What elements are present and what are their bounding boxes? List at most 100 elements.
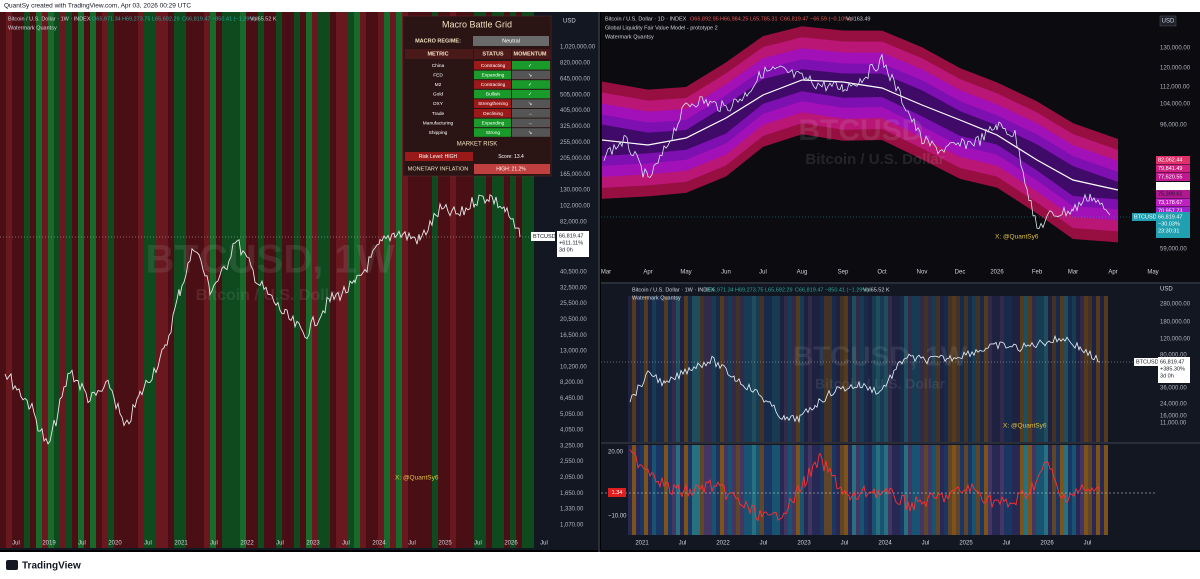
price-axis-label: 130,000.00	[1160, 46, 1191, 52]
regime-stripe	[836, 296, 840, 442]
regime-stripe	[192, 12, 198, 548]
regime-stripe	[716, 296, 720, 442]
regime-stripe	[648, 296, 652, 442]
table-header: STATUS	[482, 51, 504, 57]
regime-stripe	[664, 296, 668, 442]
regime-stripe	[752, 445, 756, 535]
regime-stripe	[168, 12, 174, 548]
table-header: MOMENTUM	[514, 51, 547, 57]
regime-stripe	[644, 296, 648, 442]
regime-stripe	[282, 12, 288, 548]
band-tag-bg	[1156, 156, 1190, 164]
momentum-cell	[512, 99, 550, 108]
momentum: ✓	[528, 92, 532, 98]
regime-stripe	[1008, 445, 1012, 535]
content: Bitcoin / U.S. Dollar · 1W · INDEX O65,97…	[4, 15, 1191, 547]
regime-stripe	[0, 12, 6, 548]
regime-stripe	[868, 296, 872, 442]
footer-brand: TradingView	[22, 561, 81, 572]
price-line	[4, 194, 521, 445]
regime-stripe	[162, 12, 168, 548]
regime-stripe	[848, 296, 852, 442]
regime-stripe	[884, 445, 888, 535]
regime-stripe	[880, 296, 884, 442]
ohlc-value: C66,819.47	[182, 16, 210, 22]
regime-stripe	[672, 445, 676, 535]
regime-stripe	[54, 12, 60, 548]
regime-stripe	[660, 296, 664, 442]
metric: China	[432, 63, 445, 69]
regime-stripe	[150, 12, 156, 548]
regime-stripe	[972, 445, 976, 535]
status-cell	[474, 89, 511, 99]
time-axis-label: Jul	[540, 541, 548, 547]
regime-stripe	[1000, 445, 1004, 535]
regime-stripe	[924, 296, 928, 442]
time-axis-label: 2021	[635, 541, 649, 547]
price-axis-label: 96,000.00	[1160, 123, 1187, 129]
regime-stripe	[450, 12, 456, 548]
price-tag-bg	[531, 232, 555, 241]
regime-stripe	[856, 445, 860, 535]
regime-stripe	[120, 12, 126, 548]
regime-stripe	[1036, 445, 1040, 535]
time-axis-label: Nov	[917, 270, 928, 276]
regime-stripe	[736, 445, 740, 535]
regime-stripe	[768, 445, 772, 535]
regime-stripe	[992, 296, 996, 442]
time-axis-label: May	[1147, 270, 1158, 276]
regime-stripe	[210, 12, 216, 548]
header-text: QuantSy created with TradingView.com, Ap…	[4, 3, 191, 10]
regime-stripe	[984, 445, 988, 535]
watermark-label: Watermark Quantsy	[8, 25, 57, 31]
regime-stripe	[640, 296, 644, 442]
regime-stripe	[792, 296, 796, 442]
momentum-cell	[512, 70, 550, 80]
regime-stripe	[920, 296, 924, 442]
monetary-cell	[474, 164, 550, 174]
price-tag-text: −30.03%	[1158, 221, 1180, 227]
regime-stripe	[808, 296, 812, 442]
regime-stripe	[1052, 296, 1056, 442]
price-axis-label: 112,000.00	[1160, 85, 1190, 91]
regime-stripe	[928, 296, 932, 442]
regime-stripe	[522, 12, 528, 548]
price-axis-label: 1,330.00	[560, 507, 584, 513]
table-header: METRIC	[427, 51, 448, 57]
credit: X: @QuantSy6	[395, 475, 439, 482]
ohlc-value: L65,692.29	[152, 16, 180, 22]
price-tag-text: 23:30:31	[1158, 228, 1179, 234]
status: Declining	[483, 111, 503, 117]
ohlc-value: O66,892.95	[690, 16, 719, 22]
band-tag-bg	[1156, 198, 1190, 207]
regime-stripe	[756, 445, 760, 535]
regime-stripe	[144, 12, 150, 548]
regime-stripe	[804, 445, 808, 535]
regime-stripe	[1072, 296, 1076, 442]
regime-stripe	[952, 296, 956, 442]
price-axis-label: 11,000.00	[1160, 421, 1187, 427]
regime-stripe	[780, 296, 784, 442]
top-right-panel	[601, 12, 1200, 284]
legend: Bitcoin / U.S. Dollar · 1D · INDEX	[605, 16, 687, 22]
regime-stripe	[492, 12, 498, 548]
regime-stripe	[808, 445, 812, 535]
fair-value-band	[602, 48, 1118, 221]
regime-stripe	[932, 445, 936, 535]
time-axis-label: Jun	[721, 270, 731, 276]
time-axis-label: 2023	[306, 541, 320, 547]
regime-cell	[473, 36, 549, 46]
regime-stripe	[1084, 296, 1088, 442]
momentum: →	[528, 121, 533, 126]
monetary-value: HIGH: 21.2%	[496, 166, 526, 172]
regime-stripe	[716, 445, 720, 535]
regime-stripe	[904, 296, 908, 442]
price-axis-label: 280,000.00	[1160, 302, 1191, 308]
regime-stripe	[1012, 445, 1016, 535]
time-axis-label: 2021	[174, 541, 188, 547]
regime-stripe	[680, 445, 684, 535]
header-cell	[474, 49, 511, 59]
price-axis-label: 2,050.00	[560, 475, 584, 481]
status: Expanding	[482, 72, 505, 78]
regime-stripe	[700, 296, 704, 442]
